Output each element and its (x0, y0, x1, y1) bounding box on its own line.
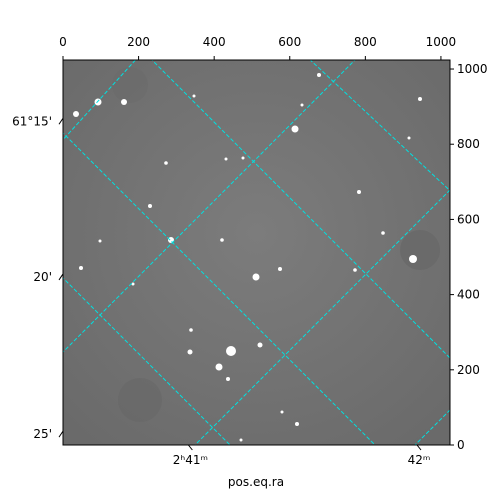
dec-tick (58, 430, 64, 438)
dec-tick (58, 273, 64, 281)
top-tick-label: 0 (59, 35, 67, 49)
image (63, 60, 450, 445)
right-tick-label: 200 (457, 363, 480, 377)
top-tick-label: 800 (354, 35, 377, 49)
frame (62, 59, 451, 446)
dec-tick-label: 25' (33, 427, 52, 441)
ra-tick-label: 2ʰ41ᵐ (173, 453, 208, 467)
right-tick-label: 0 (457, 438, 465, 452)
coordinate-grid (63, 60, 450, 445)
top-tick-label: 200 (127, 35, 150, 49)
top-tick-label: 400 (203, 35, 226, 49)
right-tick-label: 1000 (457, 62, 488, 76)
right-tick-label: 600 (457, 212, 480, 226)
x-axis-label: pos.eq.ra (228, 475, 284, 489)
dec-tick-label: 61°15' (12, 114, 52, 128)
ra-tick-label: 42ᵐ (408, 453, 431, 467)
ra-tick (187, 444, 193, 451)
top-tick-label: 1000 (426, 35, 457, 49)
right-tick-label: 400 (457, 288, 480, 302)
dec-tick (58, 118, 64, 125)
right-tick-label: 800 (457, 137, 480, 151)
top-tick-label: 600 (278, 35, 301, 49)
ra-tick (416, 444, 422, 451)
dec-tick-label: 20' (33, 270, 52, 284)
